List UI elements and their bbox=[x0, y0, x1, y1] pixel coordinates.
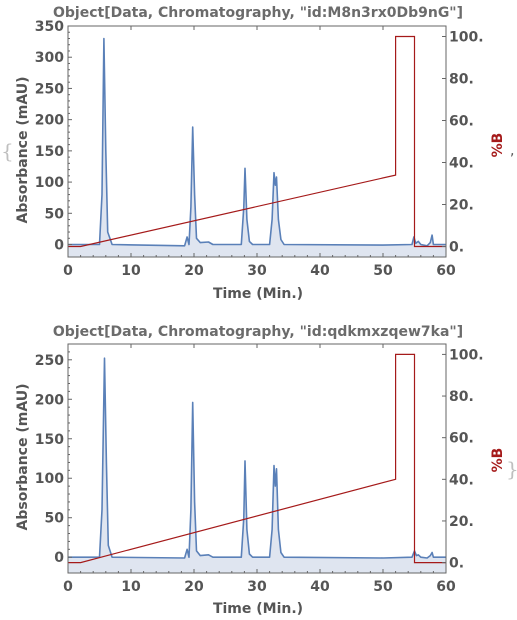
chart-2-y-tick-label: 250 bbox=[35, 353, 64, 369]
chart-1-x-tick-label: 0 bbox=[63, 263, 73, 279]
chart-2-plot-frame bbox=[67, 343, 447, 574]
chart-1: Object[Data, Chromatography, "id:M8n3rx0… bbox=[15, 5, 506, 302]
chart-1-ylabel-right: %B bbox=[490, 133, 506, 158]
chart-2-x-tick-label: 20 bbox=[184, 579, 204, 595]
chart-2-title: Object[Data, Chromatography, "id:qdkmxzq… bbox=[53, 324, 463, 340]
chart-2-ylabel: Absorbance (mAU) bbox=[15, 384, 31, 531]
chart-1-y-tick-label: 50 bbox=[45, 206, 65, 222]
chart-1-y-tick-label: 300 bbox=[35, 50, 64, 66]
chart-1-y-tick-label: 200 bbox=[35, 113, 64, 129]
chart-1-absorbance-series bbox=[68, 37, 446, 247]
chart-1-y-tick-label: 150 bbox=[35, 144, 64, 160]
chart-2-y-right-tick-label: 100. bbox=[449, 347, 484, 363]
chart-2-y-tick-label: 50 bbox=[45, 511, 65, 527]
close-brace: } bbox=[506, 457, 517, 481]
chart-1-y-right-tick-label: 80. bbox=[449, 72, 474, 88]
chart-2-x-tick-label: 40 bbox=[310, 579, 330, 595]
chart-1-x-tick-label: 20 bbox=[184, 263, 204, 279]
chart-1-y-right-tick-label: 0. bbox=[449, 240, 464, 256]
chart-1-absorbance-area bbox=[68, 38, 446, 257]
chart-1-x-tick-label: 60 bbox=[436, 263, 456, 279]
chart-1-y-tick-label: 100 bbox=[35, 175, 64, 191]
chart-2: Object[Data, Chromatography, "id:qdkmxzq… bbox=[15, 324, 506, 617]
chart-1-y-right-tick-label: 100. bbox=[449, 30, 484, 46]
chart-1-y-right-tick-label: 40. bbox=[449, 156, 474, 172]
chart-1-x-tick-label: 30 bbox=[247, 263, 267, 279]
chart-2-y-tick-label: 150 bbox=[35, 432, 64, 448]
chart-1-x-tick-label: 40 bbox=[310, 263, 330, 279]
chart-2-y-right-tick-label: 40. bbox=[449, 472, 474, 488]
chart-1-ylabel: Absorbance (mAU) bbox=[15, 77, 31, 224]
chart-2-y-right-tick-label: 60. bbox=[449, 431, 474, 447]
chart-2-y-tick-label: 0 bbox=[54, 550, 64, 566]
chart-2-x-tick-label: 30 bbox=[247, 579, 267, 595]
chart-2-y-tick-label: 100 bbox=[35, 471, 64, 487]
chart-2-y-right-tick-label: 20. bbox=[449, 514, 474, 530]
chart-1-xlabel: Time (Min.) bbox=[213, 286, 303, 302]
chart-2-absorbance-area bbox=[68, 358, 446, 573]
chart-2-x-tick-label: 0 bbox=[63, 579, 73, 595]
chart-2-gradient-series bbox=[68, 353, 446, 564]
chart-2-xlabel: Time (Min.) bbox=[213, 601, 303, 617]
chart-1-y-right-tick-label: 60. bbox=[449, 114, 474, 130]
chart-2-ylabel-right: %B bbox=[490, 448, 506, 473]
chart-2-absorbance-series bbox=[68, 357, 446, 559]
chart-2-y-tick-label: 200 bbox=[35, 392, 64, 408]
chart-2-x-tick-label: 60 bbox=[436, 579, 456, 595]
chart-1-title: Object[Data, Chromatography, "id:M8n3rx0… bbox=[53, 5, 463, 21]
chart-1-gradient-series bbox=[68, 35, 446, 248]
chart-1-x-tick-label: 50 bbox=[373, 263, 393, 279]
separator-comma: , bbox=[510, 143, 514, 159]
chart-2-x-tick-label: 50 bbox=[373, 579, 393, 595]
chart-2-y-right-tick-label: 80. bbox=[449, 389, 474, 405]
chart-2-y-right-tick-label: 0. bbox=[449, 556, 464, 572]
chart-1-y-tick-label: 250 bbox=[35, 81, 64, 97]
open-brace: { bbox=[1, 139, 14, 163]
chart-1-y-tick-label: 350 bbox=[35, 19, 64, 35]
chart-2-x-tick-label: 10 bbox=[121, 579, 141, 595]
chart-1-plot-frame bbox=[67, 25, 447, 258]
chart-1-y-right-tick-label: 20. bbox=[449, 198, 474, 214]
chart-1-x-tick-label: 10 bbox=[121, 263, 141, 279]
chart-1-y-tick-label: 0 bbox=[54, 238, 64, 254]
